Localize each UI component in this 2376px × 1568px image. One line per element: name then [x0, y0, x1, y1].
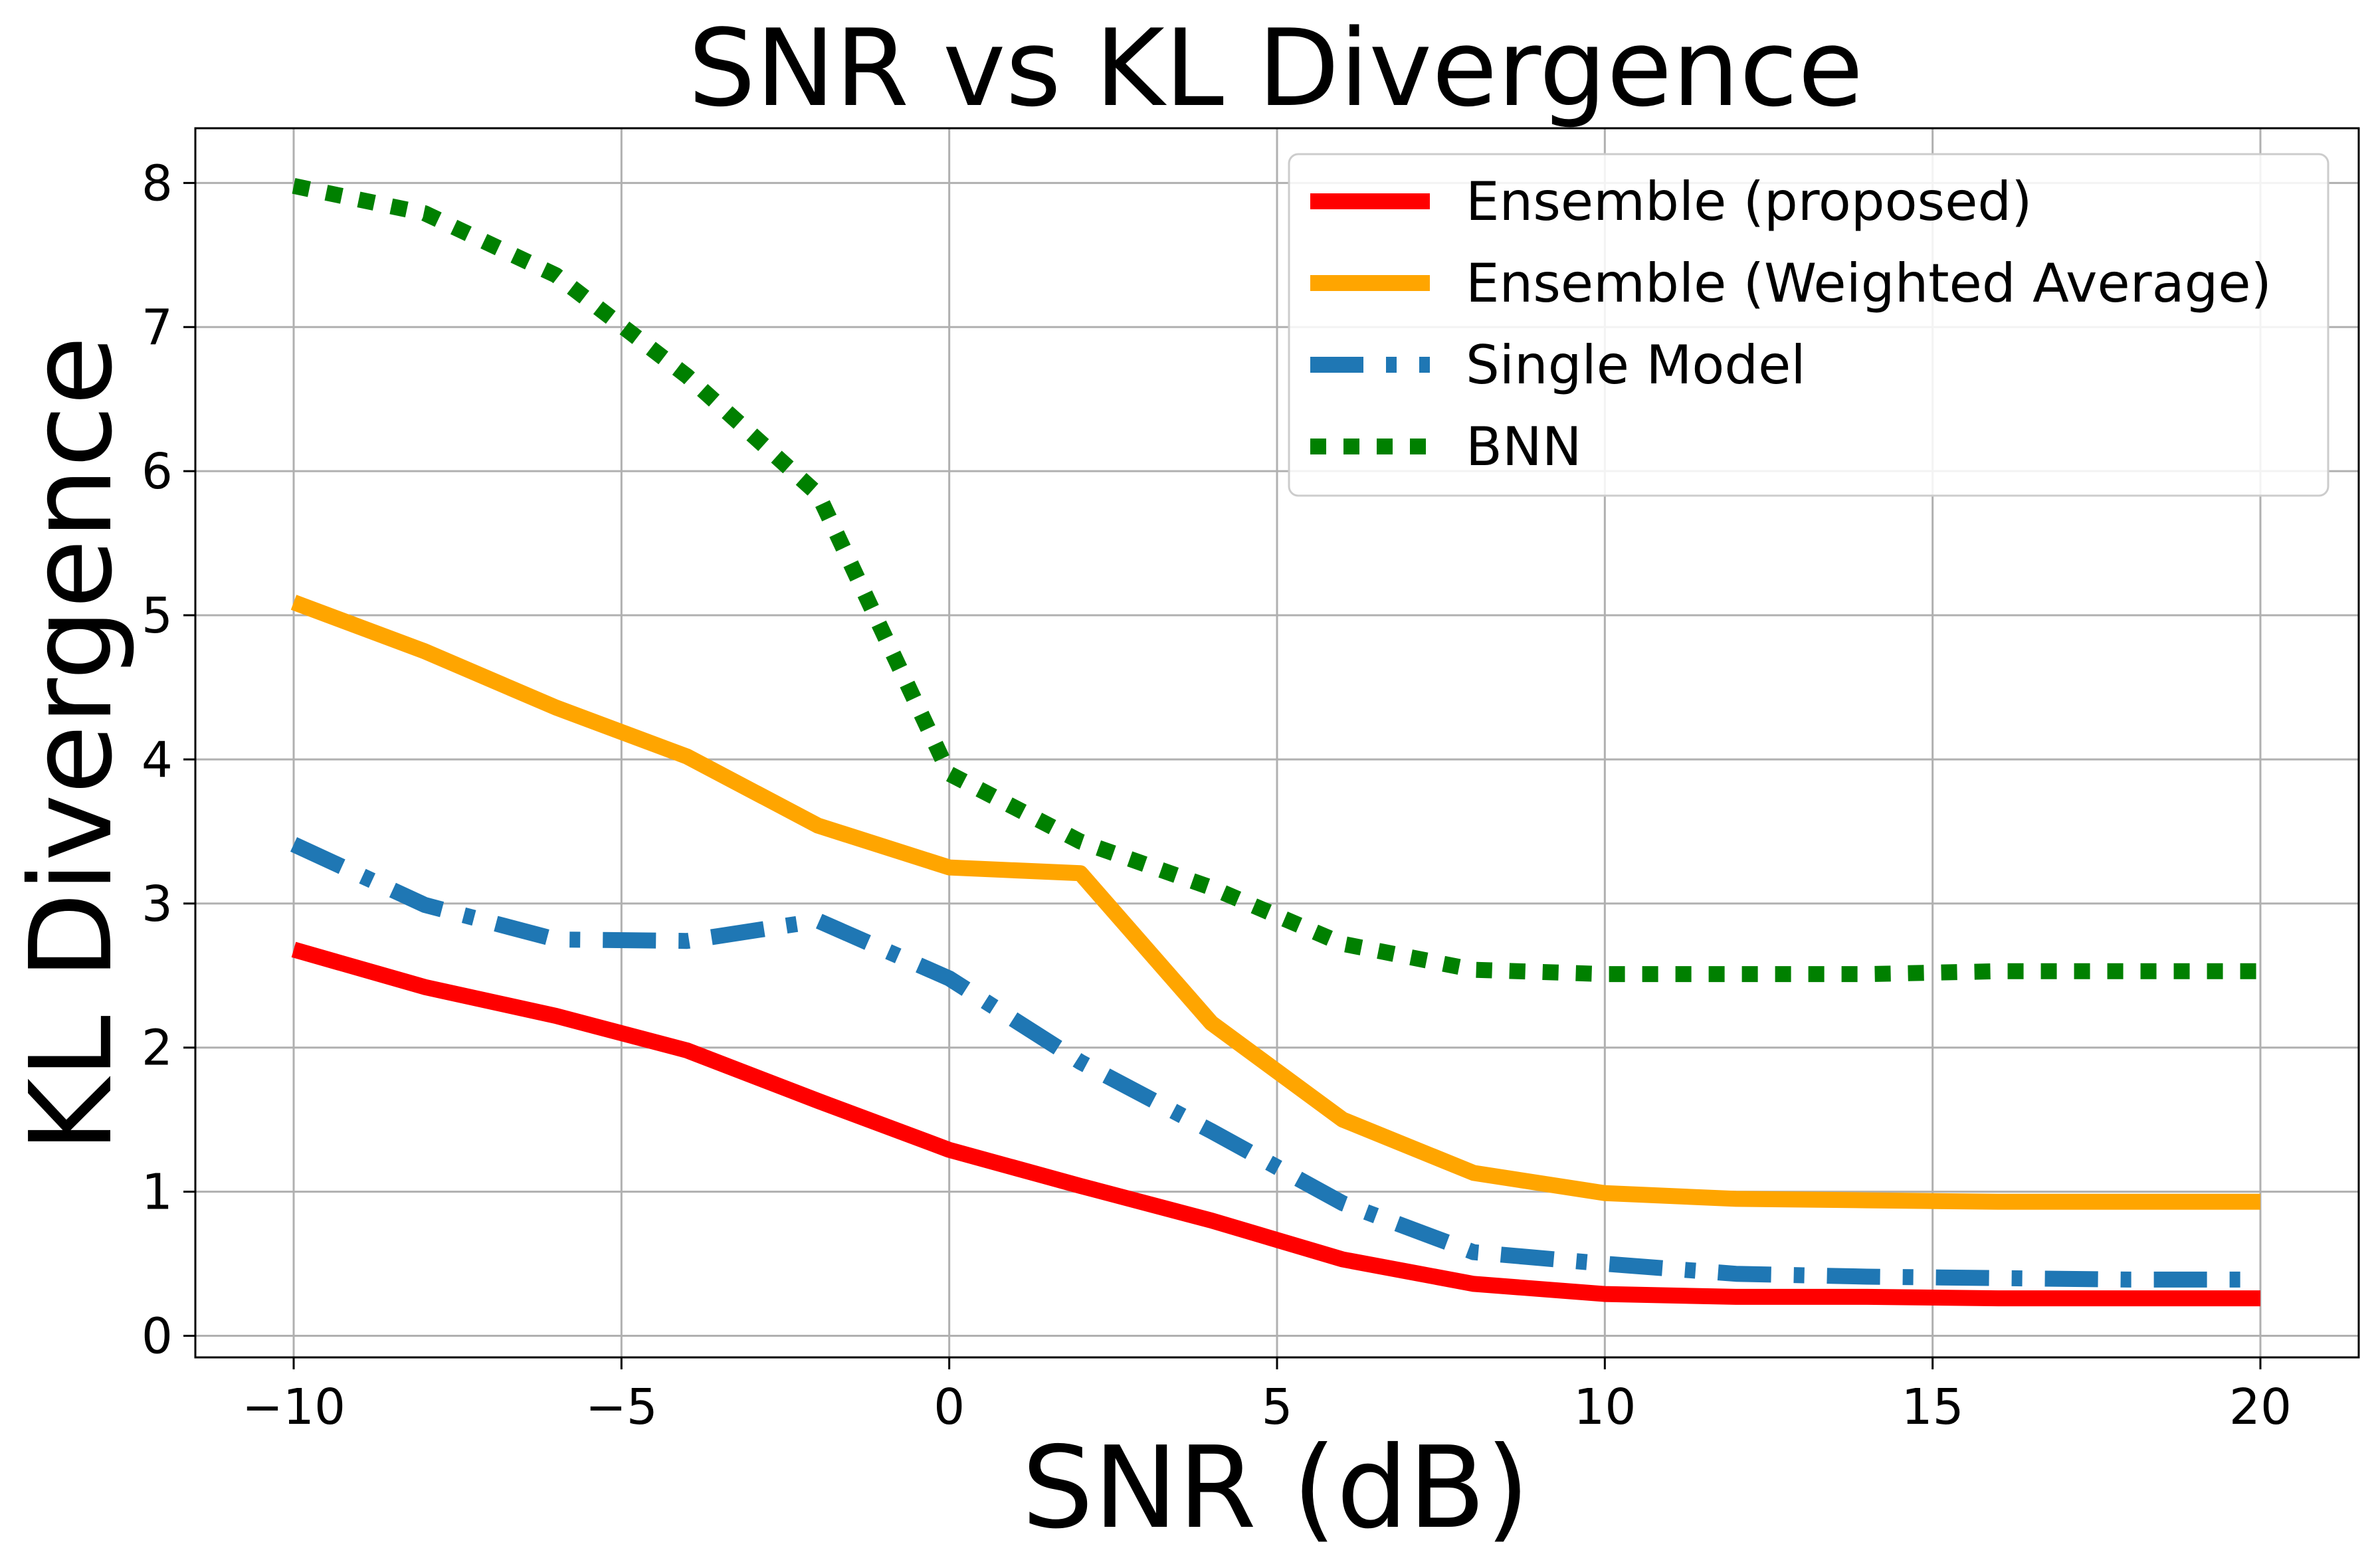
legend-label: Ensemble (Weighted Average)	[1466, 252, 2272, 314]
x-axis-label: SNR (dB)	[1022, 1422, 1530, 1554]
x-tick-label: 15	[1902, 1379, 1964, 1436]
series-line-single-model	[290, 837, 2260, 1288]
chart-title: SNR vs KL Divergence	[688, 6, 1864, 130]
x-tick-label: −5	[585, 1379, 658, 1436]
legend: Ensemble (proposed) Ensemble (Weighted Av…	[1288, 153, 2329, 497]
x-tick-label: 0	[934, 1379, 965, 1436]
legend-box	[1288, 153, 2329, 497]
y-axis-label: KL Divergence	[6, 336, 138, 1153]
axis-ticks: −10 −5 0 5 10 15 20 0 1 2 3 4 5 6 7 8	[142, 155, 2292, 1436]
y-tick-label: 8	[142, 155, 173, 212]
series-line-ensemble-proposed	[291, 941, 2260, 1307]
y-tick-label: 2	[142, 1020, 173, 1077]
series-lines	[290, 178, 2260, 1307]
y-tick-label: 6	[142, 443, 173, 500]
y-tick-label: 1	[142, 1164, 173, 1221]
legend-label: Single Model	[1466, 334, 1806, 396]
y-tick-label: 7	[142, 299, 173, 356]
legend-entries: Ensemble (proposed) Ensemble (Weighted Av…	[1310, 171, 2272, 478]
series-line-ensemble-weighted-average	[290, 595, 2260, 1210]
legend-label: Ensemble (proposed)	[1466, 171, 2032, 233]
x-tick-label: 20	[2229, 1379, 2292, 1436]
grid	[195, 128, 2359, 1357]
x-tick-label: −10	[242, 1379, 346, 1436]
y-tick-label: 0	[142, 1308, 173, 1365]
legend-label: BNN	[1466, 416, 1582, 478]
x-tick-label: 10	[1573, 1379, 1636, 1436]
x-tick-label: 5	[1261, 1379, 1292, 1436]
y-tick-label: 5	[142, 587, 173, 644]
y-tick-label: 4	[142, 732, 173, 789]
y-tick-label: 3	[142, 876, 173, 933]
